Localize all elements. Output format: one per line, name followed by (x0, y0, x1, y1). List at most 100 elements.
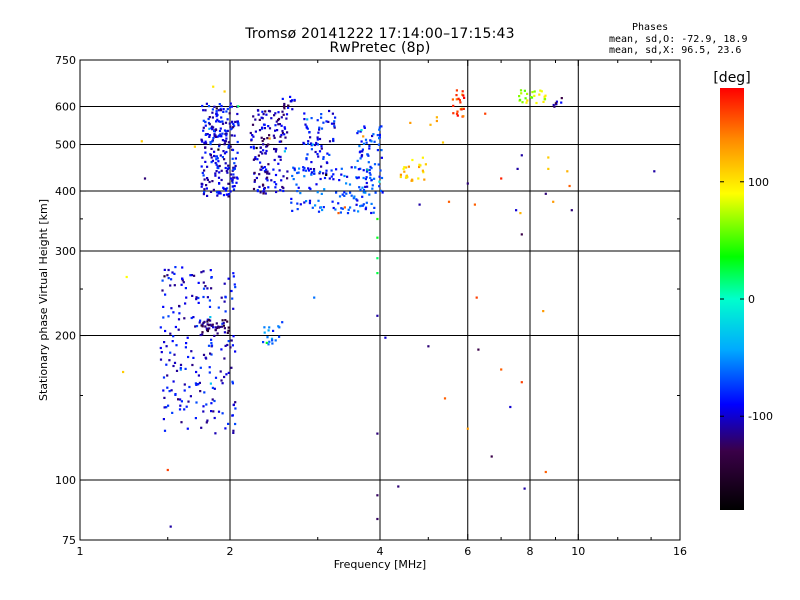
data-point (335, 191, 338, 194)
data-point (267, 143, 270, 146)
data-point (325, 172, 328, 175)
data-point (278, 169, 281, 172)
data-point (542, 310, 545, 313)
data-point (538, 93, 541, 96)
data-point (325, 161, 328, 164)
data-point (441, 141, 445, 144)
data-point (226, 320, 229, 323)
data-point (210, 410, 213, 413)
data-point (384, 336, 387, 339)
data-point (267, 125, 270, 128)
data-point (197, 383, 200, 386)
data-point (180, 400, 183, 403)
data-point (225, 373, 228, 376)
data-point (314, 143, 317, 147)
data-point (370, 202, 373, 205)
data-point (218, 143, 221, 146)
data-point (473, 203, 476, 206)
data-point (277, 162, 280, 165)
data-point (172, 380, 175, 383)
data-point (405, 174, 408, 177)
data-point (523, 487, 526, 490)
data-point (281, 321, 284, 324)
data-point (458, 99, 461, 102)
data-point (199, 366, 202, 369)
data-point (167, 268, 170, 272)
data-point (211, 398, 214, 401)
data-point (189, 274, 192, 277)
data-point (327, 120, 330, 123)
data-point (335, 168, 338, 171)
data-point (177, 398, 180, 401)
data-point (372, 133, 375, 136)
data-point (380, 149, 383, 152)
data-point (177, 328, 180, 331)
data-point (222, 150, 225, 153)
data-point (214, 328, 217, 332)
data-point (263, 187, 266, 190)
data-point (232, 403, 235, 407)
data-point (418, 165, 421, 169)
data-point (202, 295, 205, 299)
data-point (552, 200, 555, 203)
data-point (270, 337, 274, 340)
data-point (212, 85, 215, 88)
data-point (222, 187, 226, 190)
data-point (365, 181, 368, 185)
data-point (212, 410, 215, 413)
data-point (202, 405, 205, 408)
data-point (168, 359, 171, 362)
data-point (233, 134, 236, 137)
data-point (262, 143, 265, 146)
data-point (200, 185, 203, 188)
data-point (235, 181, 238, 184)
data-point (285, 113, 289, 116)
data-point (273, 136, 276, 139)
data-point (217, 148, 220, 151)
data-point (270, 117, 273, 120)
data-point (265, 341, 268, 344)
data-point (361, 195, 364, 198)
data-point (296, 171, 299, 175)
data-point (402, 167, 405, 171)
data-point (273, 147, 276, 151)
data-point (357, 168, 360, 171)
data-point (215, 322, 218, 325)
data-point (264, 110, 267, 113)
data-point (202, 109, 205, 112)
data-point (526, 99, 529, 102)
data-point (273, 181, 276, 184)
data-point (224, 344, 227, 347)
data-point (274, 112, 277, 115)
data-point (325, 120, 328, 123)
data-point (236, 140, 239, 144)
data-point (310, 142, 313, 145)
data-point (210, 342, 213, 345)
data-point (165, 363, 168, 366)
data-point (364, 138, 368, 141)
y-axis-label: Stationary phase Virtual Height [km] (37, 199, 50, 401)
data-point (368, 144, 371, 148)
data-point (397, 485, 400, 488)
data-point (172, 311, 175, 314)
data-point (213, 334, 216, 337)
data-point (274, 339, 277, 342)
data-point (267, 163, 270, 166)
data-point (332, 137, 335, 141)
data-point (343, 194, 346, 197)
data-point (216, 332, 219, 335)
data-point (539, 89, 542, 92)
data-point (210, 156, 213, 159)
data-point (340, 173, 343, 176)
data-point (305, 158, 308, 161)
data-point (303, 167, 306, 170)
data-point (168, 390, 171, 393)
data-point (225, 130, 228, 133)
colorbar-tick-label: -100 (748, 410, 773, 423)
data-point (306, 153, 309, 156)
data-point (355, 203, 358, 206)
data-point (200, 165, 203, 168)
data-point (359, 205, 362, 208)
data-point (365, 170, 369, 173)
data-point (167, 315, 170, 318)
